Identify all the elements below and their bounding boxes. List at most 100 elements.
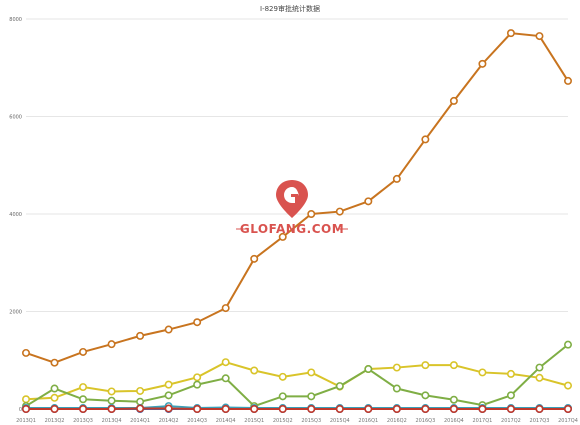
x-tick-label: 2015Q2 <box>273 418 293 424</box>
x-axis-ticks: 2013Q1 2013Q2 2013Q3 2013Q4 2014Q1 2014Q2 2014… <box>16 418 578 424</box>
data-point <box>535 404 544 413</box>
data-point <box>164 380 173 389</box>
data-point <box>392 174 401 183</box>
x-tick-label: 2016Q3 <box>415 418 435 424</box>
series-5 <box>21 404 572 413</box>
y-tick-label: 8000 <box>9 17 22 23</box>
data-point <box>535 373 544 382</box>
data-point <box>364 365 373 374</box>
data-point <box>221 358 230 367</box>
x-tick-label: 2015Q4 <box>330 418 350 424</box>
data-point <box>136 386 145 395</box>
data-point <box>563 404 572 413</box>
data-point <box>221 304 230 313</box>
data-point <box>535 32 544 41</box>
series-0 <box>21 29 572 367</box>
glofang-logo-icon <box>236 180 348 230</box>
data-point <box>307 404 316 413</box>
x-tick-label: 2013Q1 <box>16 418 36 424</box>
data-point <box>136 404 145 413</box>
data-point <box>79 395 88 404</box>
x-tick-label: 2014Q3 <box>187 418 207 424</box>
data-point <box>193 318 202 327</box>
x-tick-label: 2016Q2 <box>387 418 407 424</box>
data-point <box>107 404 116 413</box>
data-point <box>164 325 173 334</box>
data-point <box>107 396 116 405</box>
data-point <box>21 395 30 404</box>
data-point <box>449 404 458 413</box>
series-line <box>26 405 568 410</box>
data-point <box>278 372 287 381</box>
data-point <box>506 404 515 413</box>
data-point <box>107 340 116 349</box>
data-point <box>563 76 572 85</box>
series-1 <box>21 358 572 404</box>
x-tick-label: 2017Q4 <box>558 418 578 424</box>
data-point <box>421 361 430 370</box>
series-line <box>25 361 569 401</box>
data-point <box>278 232 287 241</box>
y-axis-ticks: 0 2000 4000 6000 8000 <box>9 17 22 413</box>
data-point <box>307 210 316 219</box>
x-tick-label: 2016Q4 <box>444 418 464 424</box>
y-tick-label: 4000 <box>9 212 22 218</box>
data-point <box>478 404 487 413</box>
data-point <box>221 374 230 383</box>
x-tick-label: 2014Q4 <box>216 418 236 424</box>
data-point <box>478 368 487 377</box>
data-point <box>50 393 59 402</box>
data-point <box>50 358 59 367</box>
y-tick-label: 2000 <box>9 310 22 316</box>
data-point <box>307 392 316 401</box>
data-point <box>506 391 515 400</box>
data-point <box>421 391 430 400</box>
data-point <box>164 404 173 413</box>
data-point <box>421 404 430 413</box>
data-point <box>79 404 88 413</box>
series-line <box>25 32 569 364</box>
x-tick-label: 2014Q2 <box>159 418 179 424</box>
data-point <box>449 395 458 404</box>
data-point <box>50 404 59 413</box>
x-tick-label: 2013Q2 <box>45 418 65 424</box>
x-tick-label: 2017Q2 <box>501 418 521 424</box>
data-point <box>449 361 458 370</box>
data-point <box>278 392 287 401</box>
data-point <box>364 404 373 413</box>
data-point <box>193 373 202 382</box>
data-point <box>392 363 401 372</box>
data-point <box>563 340 572 349</box>
x-tick-label: 2015Q3 <box>301 418 321 424</box>
data-point <box>535 363 544 372</box>
y-tick-label: 0 <box>19 407 22 413</box>
watermark: GLOFANG.COM <box>234 178 350 240</box>
data-point <box>307 368 316 377</box>
data-point <box>335 382 344 391</box>
x-tick-label: 2014Q1 <box>130 418 150 424</box>
x-tick-label: 2016Q1 <box>358 418 378 424</box>
data-point <box>335 207 344 216</box>
data-point <box>506 29 515 38</box>
data-point <box>79 347 88 356</box>
data-point <box>250 366 259 375</box>
data-point <box>136 331 145 340</box>
data-point <box>50 384 59 393</box>
x-tick-label: 2013Q3 <box>73 418 93 424</box>
data-point <box>278 404 287 413</box>
data-point <box>449 96 458 105</box>
data-point <box>193 380 202 389</box>
data-point <box>563 381 572 390</box>
data-point <box>250 404 259 413</box>
data-point <box>136 397 145 406</box>
data-point <box>250 254 259 263</box>
x-tick-label: 2017Q1 <box>472 418 492 424</box>
x-tick-label: 2017Q3 <box>530 418 550 424</box>
watermark-text: GLOFANG.COM <box>239 222 345 236</box>
data-point <box>164 391 173 400</box>
x-tick-label: 2013Q4 <box>102 418 122 424</box>
data-point <box>221 404 230 413</box>
data-point <box>478 59 487 68</box>
